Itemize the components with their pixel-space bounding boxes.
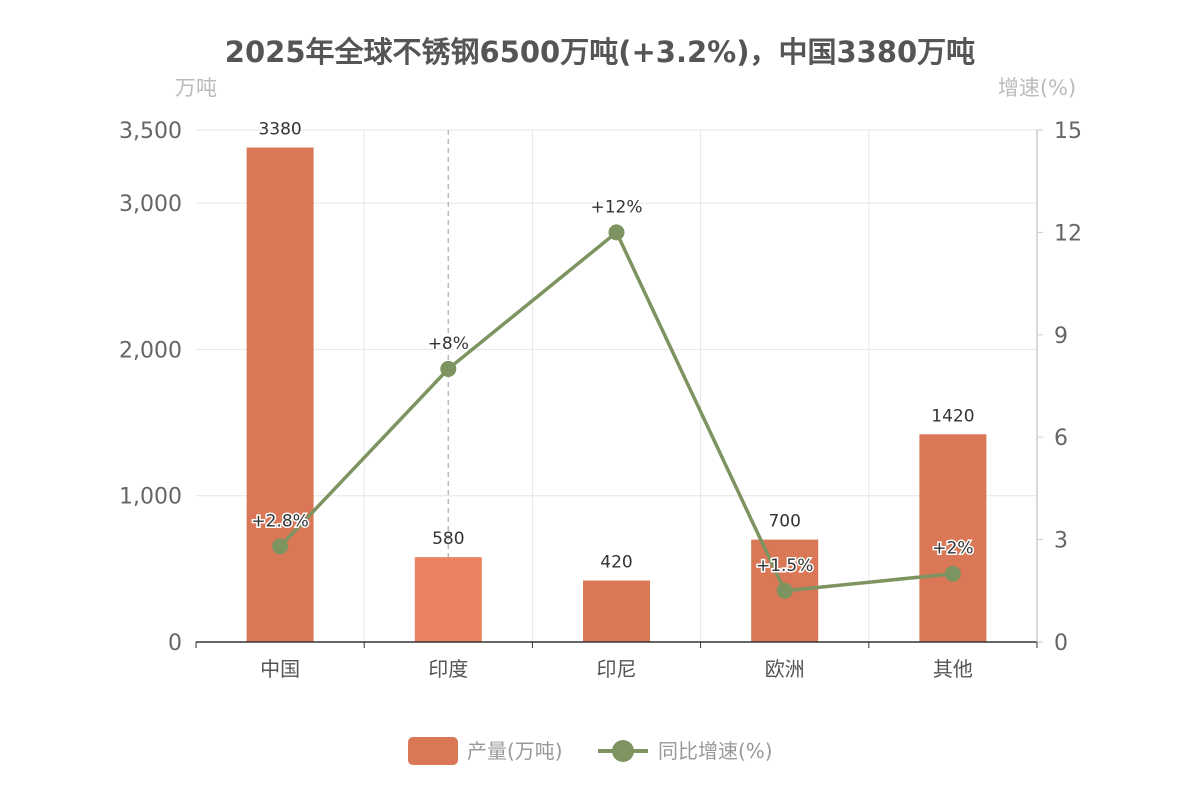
y-right-axis-name: 增速(%): [998, 76, 1076, 100]
growth-point: [272, 538, 289, 555]
legend-line-label: 同比增速(%): [658, 739, 773, 763]
y-left-tick-label: 3,000: [119, 192, 182, 217]
bar-series: [246, 147, 987, 642]
growth-value-label: +1.5%: [756, 556, 813, 576]
y-right-tick-label: 3: [1054, 529, 1068, 554]
x-category-label: 其他: [933, 657, 973, 681]
y-right-tick-label: 9: [1054, 324, 1068, 349]
bar-中国: [246, 147, 314, 642]
x-category-label: 印尼: [597, 657, 637, 681]
growth-value-label: +2.8%: [251, 511, 308, 531]
y-left-tick-label: 1,000: [119, 485, 182, 510]
y-right-tick-label: 6: [1054, 426, 1068, 451]
growth-point: [776, 582, 793, 599]
bar-value-label: 420: [600, 553, 632, 573]
x-category-label: 欧洲: [765, 657, 805, 681]
x-category-label: 中国: [260, 657, 300, 681]
bar-value-label: 1420: [931, 406, 974, 426]
legend-bar-label: 产量(万吨): [467, 739, 563, 763]
y-right-tick-label: 15: [1054, 119, 1082, 144]
y-left-tick-label: 3,500: [119, 119, 182, 144]
data-labels: 3380 580 420 700 1420 +2.8% +8% +12% +1.5% +2%: [250, 120, 975, 578]
axes: 0 1,000 2,000 3,000 3,500 0 3 6 9 12 15 中国 印度 印尼 欧洲 其他: [119, 119, 1082, 681]
legend[interactable]: 产量(万吨) 同比增速(%): [408, 737, 773, 765]
growth-point: [440, 360, 457, 377]
growth-value-label: +8%: [428, 334, 469, 354]
x-category-label: 印度: [428, 657, 468, 681]
bar-value-label: 700: [768, 512, 800, 532]
y-left-tick-label: 2,000: [119, 338, 182, 363]
y-right-tick-label: 12: [1054, 221, 1082, 246]
bar-印度: [414, 557, 482, 642]
y-right-tick-label: 0: [1054, 631, 1068, 656]
legend-line-marker: [612, 740, 634, 762]
line-series: [272, 224, 961, 599]
growth-point: [608, 224, 625, 241]
growth-value-label: +12%: [590, 197, 642, 217]
chart-title: 2025年全球不锈钢6500万吨(+3.2%)，中国3380万吨: [225, 35, 975, 69]
grid-lines: [196, 129, 1037, 642]
y-left-axis-name: 万吨: [175, 76, 217, 100]
growth-point: [944, 565, 961, 582]
bar-其他: [919, 434, 987, 642]
bar-value-label: 580: [432, 529, 464, 549]
bar-value-label: 3380: [258, 120, 301, 140]
growth-line: [278, 229, 954, 593]
bar-印尼: [583, 580, 650, 642]
legend-bar-swatch: [408, 737, 458, 765]
y-left-tick-label: 0: [168, 631, 182, 656]
growth-value-label: +2%: [932, 539, 973, 559]
